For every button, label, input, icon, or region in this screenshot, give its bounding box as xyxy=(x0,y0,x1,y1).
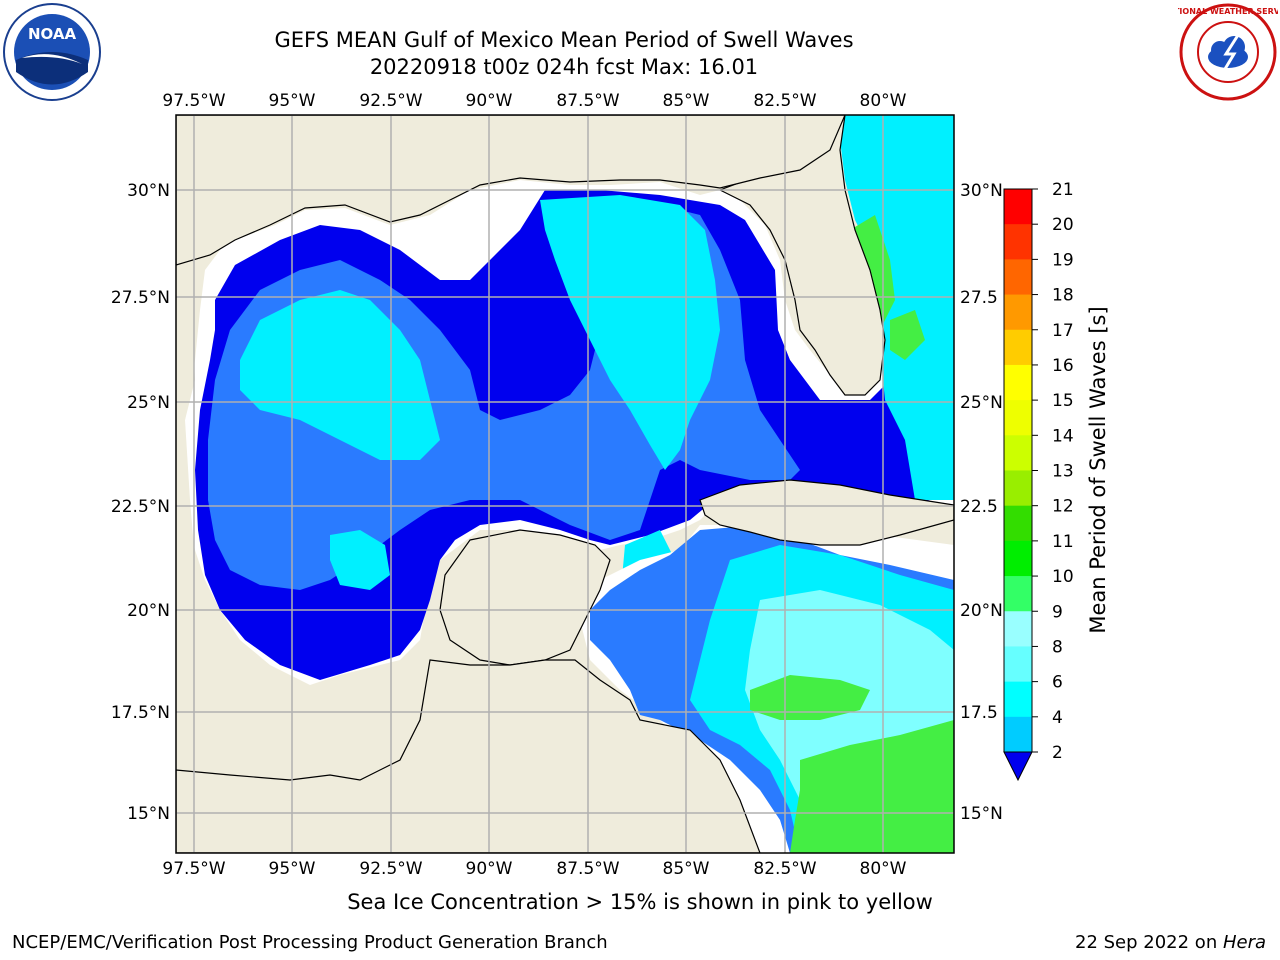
longitude-tick-label: 92.5°W xyxy=(359,91,422,111)
graticule xyxy=(176,115,954,853)
colorbar-tick-label: 15 xyxy=(1052,391,1074,411)
map-area xyxy=(176,115,954,853)
colorbar-tick-label: 19 xyxy=(1052,250,1074,270)
footer-date: 22 Sep 2022 on Hera xyxy=(1075,932,1266,953)
latitude-tick-label: 30°N xyxy=(960,181,1003,201)
nws-logo-icon: NATIONAL WEATHER SERVICE xyxy=(1178,3,1278,101)
latitude-labels-right: 30°N 27.5 25°N 22.5 20°N 17.5 15°N xyxy=(960,181,1003,824)
swell-zone-6s xyxy=(840,115,954,500)
colorbar-segment xyxy=(1004,259,1032,296)
yucatan-peninsula xyxy=(439,529,611,666)
map-subtitle: 20220918 t00z 024h fcst Max: 16.01 xyxy=(369,55,759,79)
colorbar-tick-label: 2 xyxy=(1052,743,1063,763)
colorbar-tick-label: 13 xyxy=(1052,462,1074,482)
colorbar-segment xyxy=(1004,294,1032,331)
latitude-tick-label: 22.5°N xyxy=(111,497,170,517)
latitude-tick-label: 27.5 xyxy=(960,288,998,308)
latitude-tick-label: 30°N xyxy=(127,181,170,201)
longitude-tick-label: 97.5°W xyxy=(162,859,225,879)
longitude-tick-label: 87.5°W xyxy=(556,91,619,111)
colorbar-segment xyxy=(1004,224,1032,260)
colorbar-segment xyxy=(1004,400,1032,436)
colorbar-segment xyxy=(1004,189,1032,225)
colorbar-segment xyxy=(1004,329,1032,366)
latitude-tick-label: 20°N xyxy=(960,601,1003,621)
colorbar-segment xyxy=(1004,364,1032,401)
longitude-tick-label: 87.5°W xyxy=(556,859,619,879)
footer-machine: Hera xyxy=(1222,932,1266,953)
colorbar-segment xyxy=(1004,681,1032,718)
colorbar-tick-label: 18 xyxy=(1052,286,1074,306)
longitude-tick-label: 95°W xyxy=(269,91,316,111)
longitude-tick-label: 85°W xyxy=(663,859,710,879)
longitude-tick-label: 97.5°W xyxy=(162,91,225,111)
longitude-tick-label: 92.5°W xyxy=(359,859,422,879)
longitude-tick-label: 90°W xyxy=(466,859,513,879)
noaa-logo-text: NOAA xyxy=(28,25,77,43)
swell-zone-10s xyxy=(790,720,954,853)
longitude-labels-bottom: 97.5°W 95°W 92.5°W 90°W 87.5°W 85°W 82.5°W 80°W xyxy=(162,859,906,879)
sea-ice-note: Sea Ice Concentration > 15% is shown in … xyxy=(347,890,933,914)
nws-logo-text: NATIONAL WEATHER SERVICE xyxy=(1178,7,1278,16)
colorbar-tick-label: 8 xyxy=(1052,637,1063,657)
latitude-tick-label: 20°N xyxy=(127,601,170,621)
colorbar-tick-label: 9 xyxy=(1052,602,1063,622)
latitude-tick-label: 22.5 xyxy=(960,497,998,517)
swell-zone-6s xyxy=(330,530,390,590)
colorbar-tick-label: 11 xyxy=(1052,532,1074,552)
longitude-tick-label: 85°W xyxy=(663,91,710,111)
swell-zone-10s xyxy=(750,675,870,720)
colorbar-tick-label: 21 xyxy=(1052,180,1074,200)
longitude-tick-label: 95°W xyxy=(269,859,316,879)
latitude-labels-left: 30°N 27.5°N 25°N 22.5°N 20°N 17.5°N 15°N xyxy=(111,181,170,824)
longitude-tick-label: 82.5°W xyxy=(753,91,816,111)
longitude-labels-top: 97.5°W 95°W 92.5°W 90°W 87.5°W 85°W 82.5°W 80°W xyxy=(162,91,906,111)
latitude-tick-label: 17.5°N xyxy=(111,703,170,723)
longitude-tick-label: 80°W xyxy=(860,859,907,879)
cuba-island xyxy=(699,479,954,546)
latitude-tick-label: 27.5°N xyxy=(111,288,170,308)
colorbar-segment xyxy=(1004,611,1032,647)
colorbar-segment xyxy=(1004,435,1032,471)
colorbar-segment xyxy=(1004,646,1032,683)
latitude-tick-label: 25°N xyxy=(127,393,170,413)
latitude-tick-label: 17.5 xyxy=(960,703,998,723)
colorbar-tick-label: 6 xyxy=(1052,673,1063,693)
colorbar-tick-label: 14 xyxy=(1052,426,1074,446)
latitude-tick-label: 25°N xyxy=(960,393,1003,413)
longitude-tick-label: 82.5°W xyxy=(753,859,816,879)
footer-date-text: 22 Sep 2022 on xyxy=(1075,932,1223,953)
swell-zone-10s xyxy=(890,310,925,360)
colorbar-label: Mean Period of Swell Waves [s] xyxy=(1086,306,1110,633)
colorbar-extend-arrow xyxy=(1003,751,1033,782)
latitude-tick-label: 15°N xyxy=(960,804,1003,824)
colorbar-segment xyxy=(1004,540,1032,577)
colorbar-tick-label: 10 xyxy=(1052,567,1074,587)
mexico-mainland xyxy=(176,115,220,853)
noaa-logo-icon: NOAA xyxy=(3,3,101,101)
colorbar: 21 20 19 18 17 16 15 14 13 12 11 10 9 8 6 4 2 xyxy=(1003,180,1074,782)
colorbar-segment xyxy=(1004,505,1032,542)
longitude-tick-label: 90°W xyxy=(466,91,513,111)
colorbar-tick-label: 12 xyxy=(1052,497,1074,517)
colorbar-tick-label: 17 xyxy=(1052,321,1074,341)
colorbar-segment xyxy=(1004,716,1032,753)
colorbar-segment xyxy=(1004,576,1032,612)
colorbar-tick-label: 4 xyxy=(1052,708,1063,728)
colorbar-segment xyxy=(1004,470,1032,507)
footer-credit: NCEP/EMC/Verification Post Processing Pr… xyxy=(12,932,608,953)
central-america xyxy=(176,659,761,853)
latitude-tick-label: 15°N xyxy=(127,804,170,824)
swell-zone-6s xyxy=(240,290,440,460)
map-frame xyxy=(175,114,955,854)
colorbar-tick-label: 16 xyxy=(1052,356,1074,376)
us-gulf-coast xyxy=(176,115,846,266)
longitude-tick-label: 80°W xyxy=(860,91,907,111)
map-title: GEFS MEAN Gulf of Mexico Mean Period of … xyxy=(274,28,854,52)
colorbar-tick-label: 20 xyxy=(1052,215,1074,235)
